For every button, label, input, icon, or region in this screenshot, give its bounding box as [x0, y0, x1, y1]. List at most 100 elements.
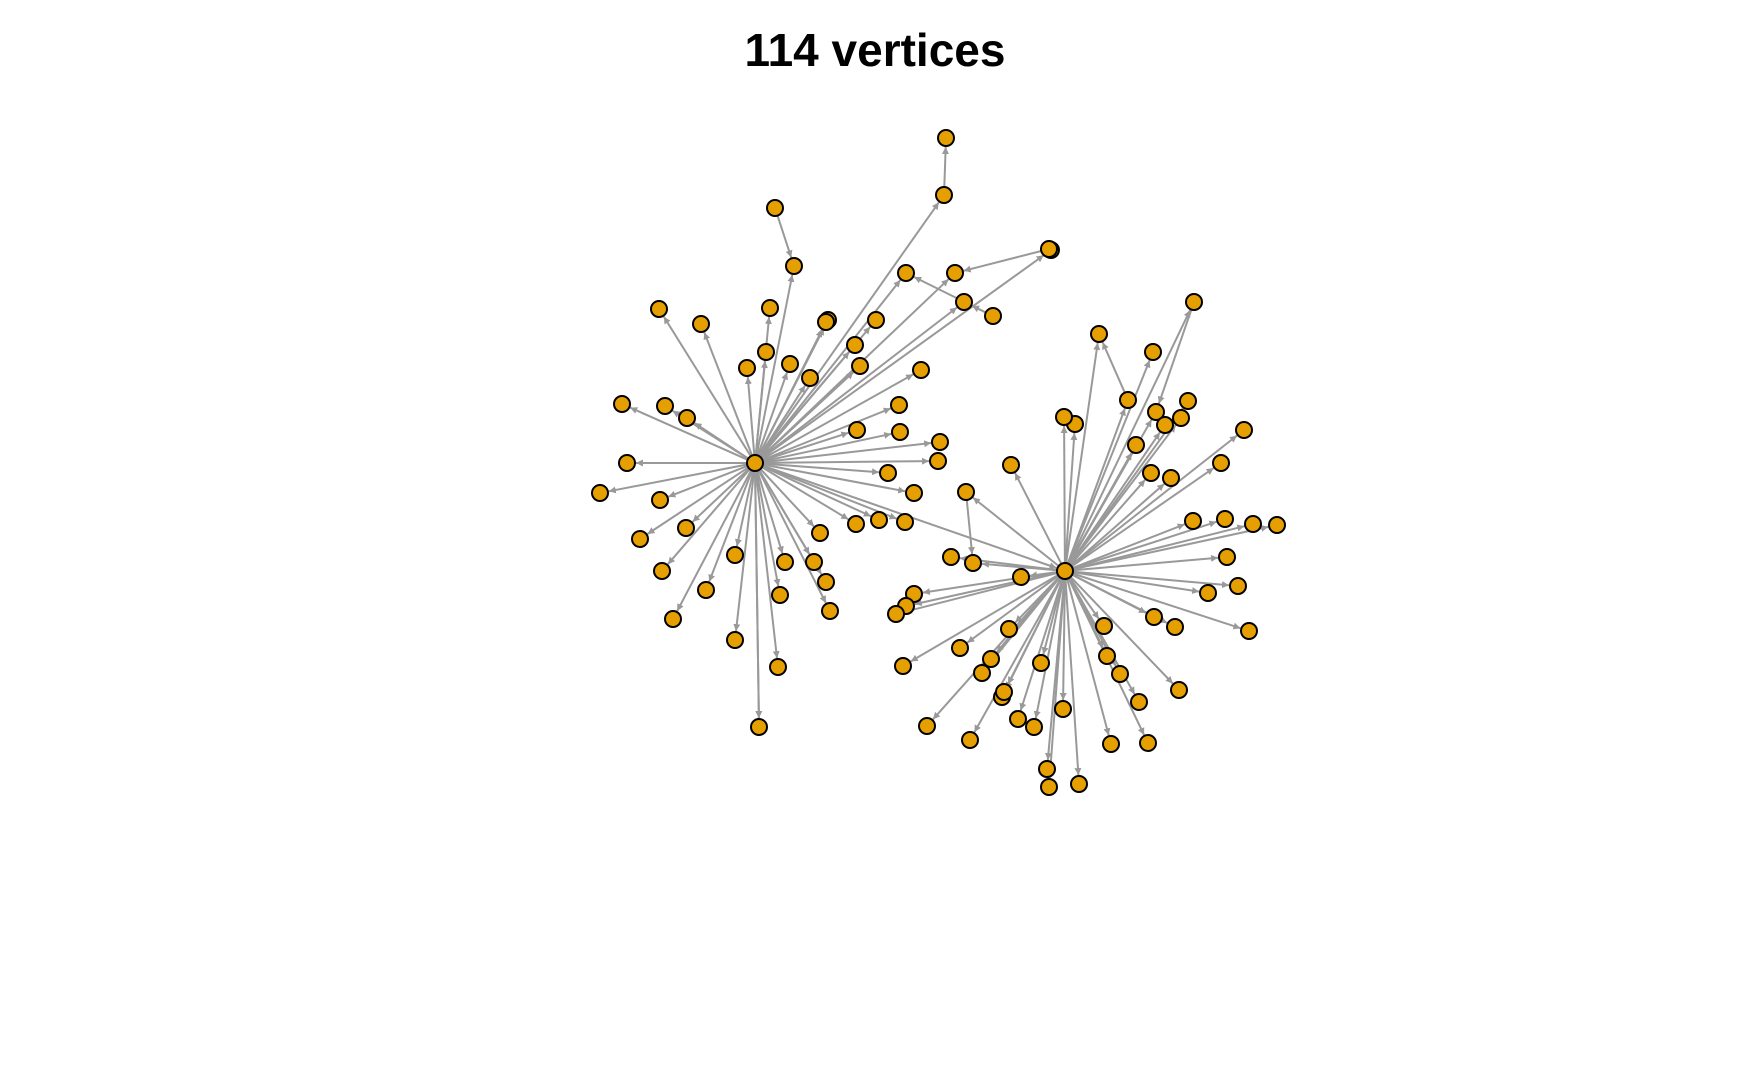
- vertex: [890, 396, 908, 414]
- edge: [922, 571, 1058, 596]
- vertex: [937, 129, 955, 147]
- edge: [1070, 483, 1165, 567]
- edge: [1069, 576, 1174, 685]
- edge: [1072, 524, 1245, 571]
- vertex: [771, 586, 789, 604]
- vertex: [1147, 403, 1165, 421]
- vertex: [918, 717, 936, 735]
- vertex: [1229, 577, 1247, 595]
- vertex: [1111, 665, 1129, 683]
- edge: [756, 372, 788, 456]
- vertex: [726, 631, 744, 649]
- edge: [1041, 578, 1064, 655]
- vertex: [656, 397, 674, 415]
- vertex: [817, 313, 835, 331]
- vertex: [1218, 548, 1236, 566]
- edge: [754, 470, 780, 659]
- vertex: [817, 573, 835, 591]
- vertex: [931, 433, 949, 451]
- vertex: [929, 452, 947, 470]
- edge: [762, 457, 930, 465]
- edge: [932, 576, 1061, 720]
- edge: [986, 576, 1061, 667]
- edge: [667, 468, 751, 565]
- vertex: [1038, 760, 1056, 778]
- vertex: [653, 562, 671, 580]
- hub-vertex: [746, 454, 764, 472]
- vertex: [1184, 512, 1202, 530]
- edge: [1072, 572, 1241, 630]
- vertex: [1240, 622, 1258, 640]
- edge: [1072, 570, 1230, 589]
- edge: [762, 431, 849, 462]
- vertex: [677, 519, 695, 537]
- edge: [761, 466, 849, 521]
- vertex: [951, 639, 969, 657]
- edge: [762, 464, 897, 520]
- vertex: [1032, 654, 1050, 672]
- vertex: [897, 264, 915, 282]
- vertex: [961, 731, 979, 749]
- vertex: [848, 421, 866, 439]
- vertex: [766, 199, 784, 217]
- vertex: [1025, 718, 1043, 736]
- vertex: [1127, 436, 1145, 454]
- vertex: [1102, 735, 1120, 753]
- vertex: [879, 464, 897, 482]
- vertex: [1095, 617, 1113, 635]
- vertex: [955, 293, 973, 311]
- vertex: [664, 610, 682, 628]
- edge: [1067, 360, 1151, 564]
- edge: [1068, 452, 1133, 565]
- edge: [972, 496, 1060, 567]
- vertex: [935, 186, 953, 204]
- edge: [762, 440, 932, 464]
- vertex: [801, 369, 819, 387]
- vertex: [1139, 734, 1157, 752]
- edge: [963, 250, 1042, 273]
- edge: [761, 465, 872, 518]
- edge: [691, 467, 750, 523]
- edge: [913, 276, 987, 314]
- edge: [1072, 571, 1200, 594]
- vertex: [1098, 647, 1116, 665]
- vertex: [847, 515, 865, 533]
- edge: [762, 462, 880, 476]
- edge: [759, 279, 902, 458]
- edge: [1069, 479, 1146, 566]
- vertex: [894, 657, 912, 675]
- vertex: [896, 513, 914, 531]
- edge: [1059, 578, 1067, 701]
- vertex: [785, 257, 803, 275]
- edge: [1066, 408, 1126, 564]
- edge: [1064, 432, 1078, 564]
- vertex: [1212, 454, 1230, 472]
- vertex: [769, 658, 787, 676]
- vertex: [891, 423, 909, 441]
- vertex: [973, 664, 991, 682]
- edge: [941, 146, 949, 188]
- edge: [755, 470, 781, 587]
- vertex: [1162, 469, 1180, 487]
- edge: [1071, 573, 1147, 614]
- vertex: [1070, 775, 1088, 793]
- edge: [762, 407, 892, 461]
- edge: [1019, 578, 1064, 711]
- vertex: [912, 361, 930, 379]
- vertex: [1142, 464, 1160, 482]
- vertex: [821, 602, 839, 620]
- edge: [776, 215, 793, 258]
- edge: [1033, 578, 1065, 719]
- vertex: [805, 553, 823, 571]
- edge: [754, 360, 768, 456]
- vertex: [757, 343, 775, 361]
- edge: [646, 466, 749, 535]
- edge: [608, 463, 748, 494]
- edge: [762, 431, 892, 463]
- vertex: [738, 359, 756, 377]
- vertex: [984, 307, 1002, 325]
- vertex: [776, 553, 794, 571]
- edge: [760, 254, 1045, 460]
- edge: [904, 572, 1058, 614]
- edge: [757, 469, 827, 604]
